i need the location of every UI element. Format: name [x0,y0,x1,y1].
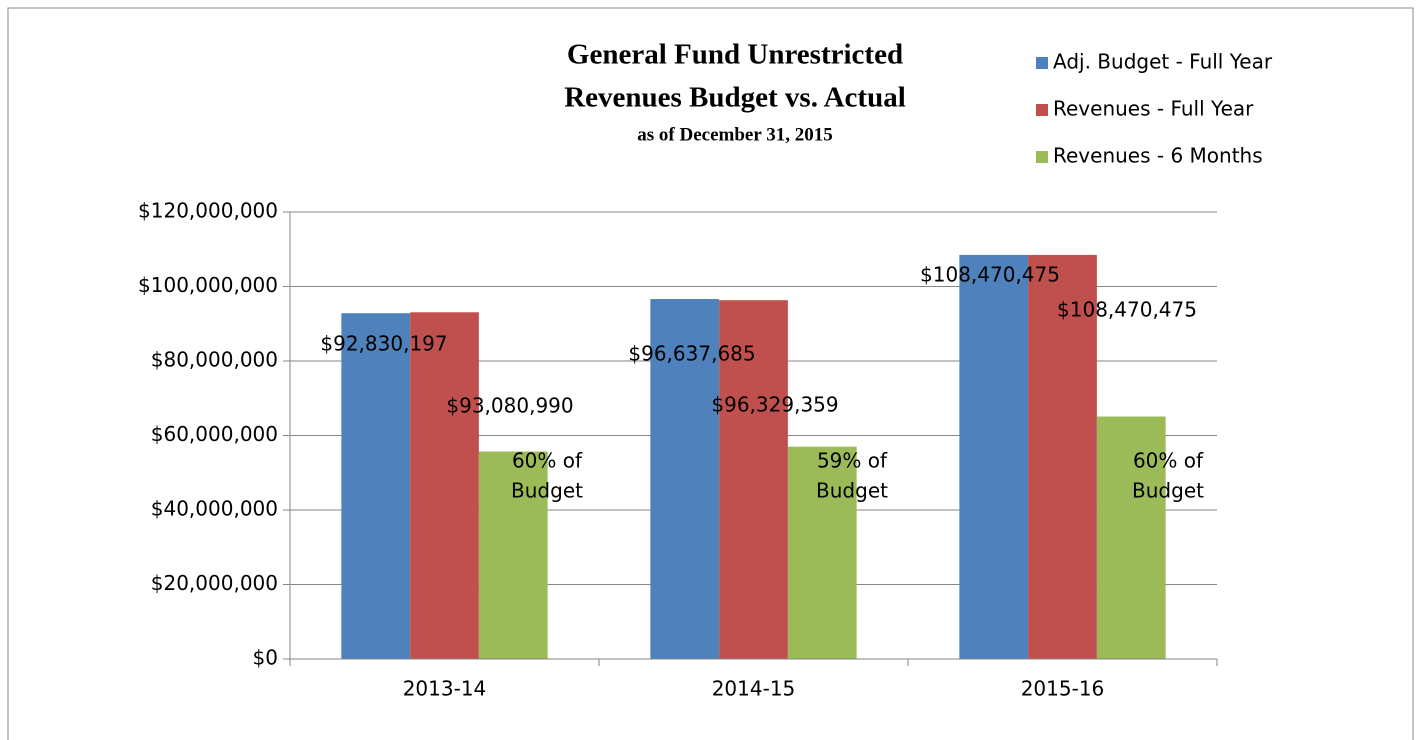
annotation: Budget [816,479,888,503]
data-label: $96,637,685 [628,342,755,366]
y-tick-label: $100,000,000 [138,273,278,297]
annotation: Budget [511,479,583,503]
legend-label: Adj. Budget - Full Year [1053,50,1273,74]
y-tick-label: $20,000,000 [151,571,278,595]
bar [478,451,548,659]
legend-label: Revenues - Full Year [1053,97,1254,121]
legend-swatch [1036,151,1048,163]
bar [650,299,720,659]
bar [787,446,857,659]
legend-label: Revenues - 6 Months [1053,144,1263,168]
x-tick-label: 2014-15 [712,677,796,701]
x-tick-label: 2013-14 [403,677,487,701]
chart-subtitle: as of December 31, 2015 [637,124,832,145]
data-label: $96,329,359 [711,393,838,417]
y-tick-label: $80,000,000 [151,348,278,372]
annotation: 60% of [1133,449,1204,473]
bar [1028,254,1097,659]
data-label: $108,470,475 [1057,298,1197,322]
legend-swatch [1036,104,1048,116]
chart-frame [7,7,1414,740]
annotation: 59% of [817,449,888,473]
y-tick-label: $60,000,000 [151,422,278,446]
data-label: $93,080,990 [446,394,573,418]
bar [341,313,411,659]
bar [719,300,788,659]
y-tick-label: $40,000,000 [151,497,278,521]
y-tick-label: $120,000,000 [138,199,278,223]
chart-title: Revenues Budget vs. Actual [564,82,906,114]
chart-title: General Fund Unrestricted [567,39,903,71]
bar [1096,416,1166,659]
bar [410,312,479,659]
data-label: $92,830,197 [320,332,447,356]
legend-swatch [1036,57,1048,69]
annotation: Budget [1132,479,1204,503]
data-label: $108,470,475 [920,263,1060,287]
x-tick-label: 2015-16 [1021,677,1105,701]
bar [959,254,1029,659]
y-tick-label: $0 [253,646,278,670]
annotation: 60% of [512,449,583,473]
